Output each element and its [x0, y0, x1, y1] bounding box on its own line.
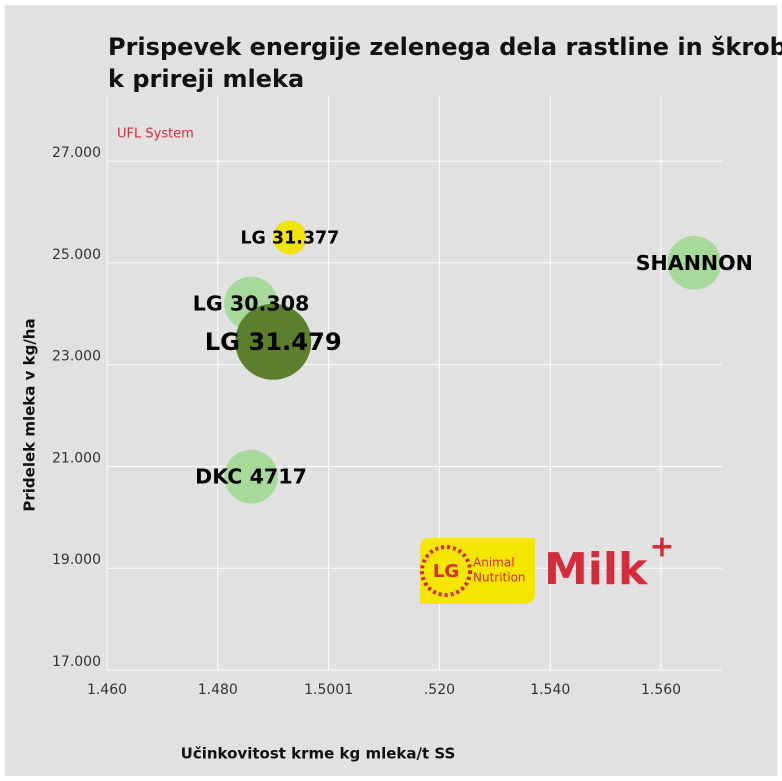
x-tick-label: 1.560 [641, 682, 681, 698]
bubble [272, 220, 307, 255]
chart-title: k prireji mleka [108, 65, 304, 93]
logo-text: Nutrition [473, 571, 526, 585]
bubble-label: LG 31.377 [240, 228, 339, 248]
x-tick-label: 1.480 [198, 682, 238, 698]
bubble [667, 236, 722, 290]
x-tick-label: 1.460 [87, 682, 127, 698]
bubble [235, 303, 312, 380]
logo: LG Animal Nutrition Milk + [420, 530, 675, 604]
y-tick-label: 19.000 [52, 552, 101, 568]
logo-product: Milk [544, 544, 649, 595]
logo-brand: LG [433, 561, 459, 582]
chart-title: Prispevek energije zelenega dela rastlin… [108, 33, 782, 61]
bubble-label: LG 30.308 [193, 292, 310, 316]
annotation: UFL System [117, 127, 194, 142]
y-tick-label: 17.000 [52, 654, 101, 670]
logo-text: Animal [473, 556, 515, 570]
panel [5, 5, 777, 776]
bubble-label: DKC 4717 [195, 465, 307, 489]
y-tick-label: 21.000 [52, 450, 101, 466]
y-tick-label: 23.000 [52, 349, 101, 365]
y-tick-label: 25.000 [52, 247, 101, 263]
bubble-label: LG 31.479 [205, 328, 342, 356]
logo-badge [420, 538, 535, 604]
logo-plus: + [649, 530, 674, 565]
x-axis-label: Učinkovitost krme kg mleka/t SS [181, 745, 456, 763]
x-tick-label: 1.5001 [304, 682, 353, 698]
bubble [224, 449, 278, 504]
x-tick-label: 1.540 [530, 682, 570, 698]
x-tick-label: .520 [424, 682, 455, 698]
y-axis-label: Pridelek mleka v kg/ha [21, 318, 39, 511]
logo-ring [420, 545, 472, 597]
y-tick-label: 27.000 [52, 145, 101, 161]
bubble-label: SHANNON [636, 251, 753, 275]
